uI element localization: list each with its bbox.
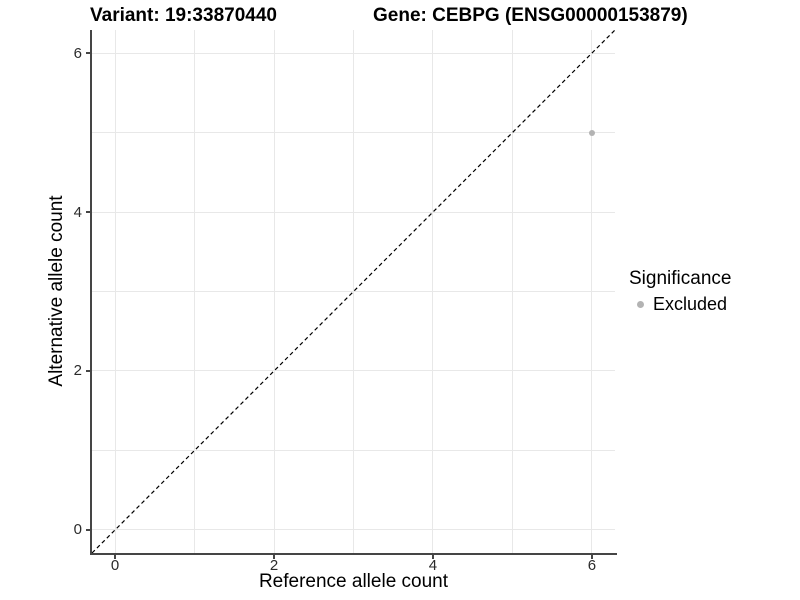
x-tick-mark bbox=[431, 555, 434, 559]
x-tick-mark bbox=[590, 555, 593, 559]
x-axis-line bbox=[90, 553, 617, 555]
plot-panel bbox=[91, 29, 616, 554]
legend-dot-icon bbox=[637, 300, 644, 308]
gridline-vertical bbox=[194, 30, 196, 553]
y-tick-label: 6 bbox=[73, 44, 82, 62]
gridline-vertical bbox=[353, 30, 354, 553]
y-tick-label: 4 bbox=[73, 203, 82, 221]
gridline-horizontal bbox=[92, 370, 615, 372]
x-tick-label: 6 bbox=[587, 557, 597, 574]
y-tick-label: 2 bbox=[73, 362, 82, 380]
data-point bbox=[588, 129, 595, 136]
variant-title: Variant: 19:33870440 bbox=[90, 5, 277, 26]
gridline-vertical bbox=[114, 30, 116, 553]
y-tick-mark bbox=[86, 369, 90, 372]
x-tick-mark bbox=[114, 555, 117, 559]
x-tick-label: 4 bbox=[428, 557, 438, 574]
legend: Significance Excluded bbox=[629, 268, 731, 315]
x-axis-title: Reference allele count bbox=[258, 571, 449, 592]
y-tick-mark bbox=[86, 528, 90, 531]
y-tick-mark bbox=[86, 52, 90, 55]
legend-title: Significance bbox=[629, 268, 732, 289]
y-tick-mark bbox=[86, 211, 90, 214]
x-tick-label: 2 bbox=[269, 557, 279, 574]
x-tick-label: 0 bbox=[110, 557, 120, 574]
y-tick-label: 0 bbox=[73, 521, 82, 539]
gene-title: Gene: CEBPG (ENSG00000153879) bbox=[373, 5, 688, 26]
gridline-horizontal bbox=[92, 449, 615, 451]
legend-item-excluded: Excluded bbox=[629, 293, 731, 315]
x-tick-mark bbox=[273, 555, 276, 559]
gridline-horizontal bbox=[92, 529, 615, 531]
gridline-vertical bbox=[273, 30, 275, 553]
legend-item-label: Excluded bbox=[653, 294, 728, 314]
identity-reference-line bbox=[91, 29, 616, 554]
y-axis-line bbox=[90, 30, 92, 555]
y-axis-title: Alternative allele count bbox=[46, 195, 67, 387]
